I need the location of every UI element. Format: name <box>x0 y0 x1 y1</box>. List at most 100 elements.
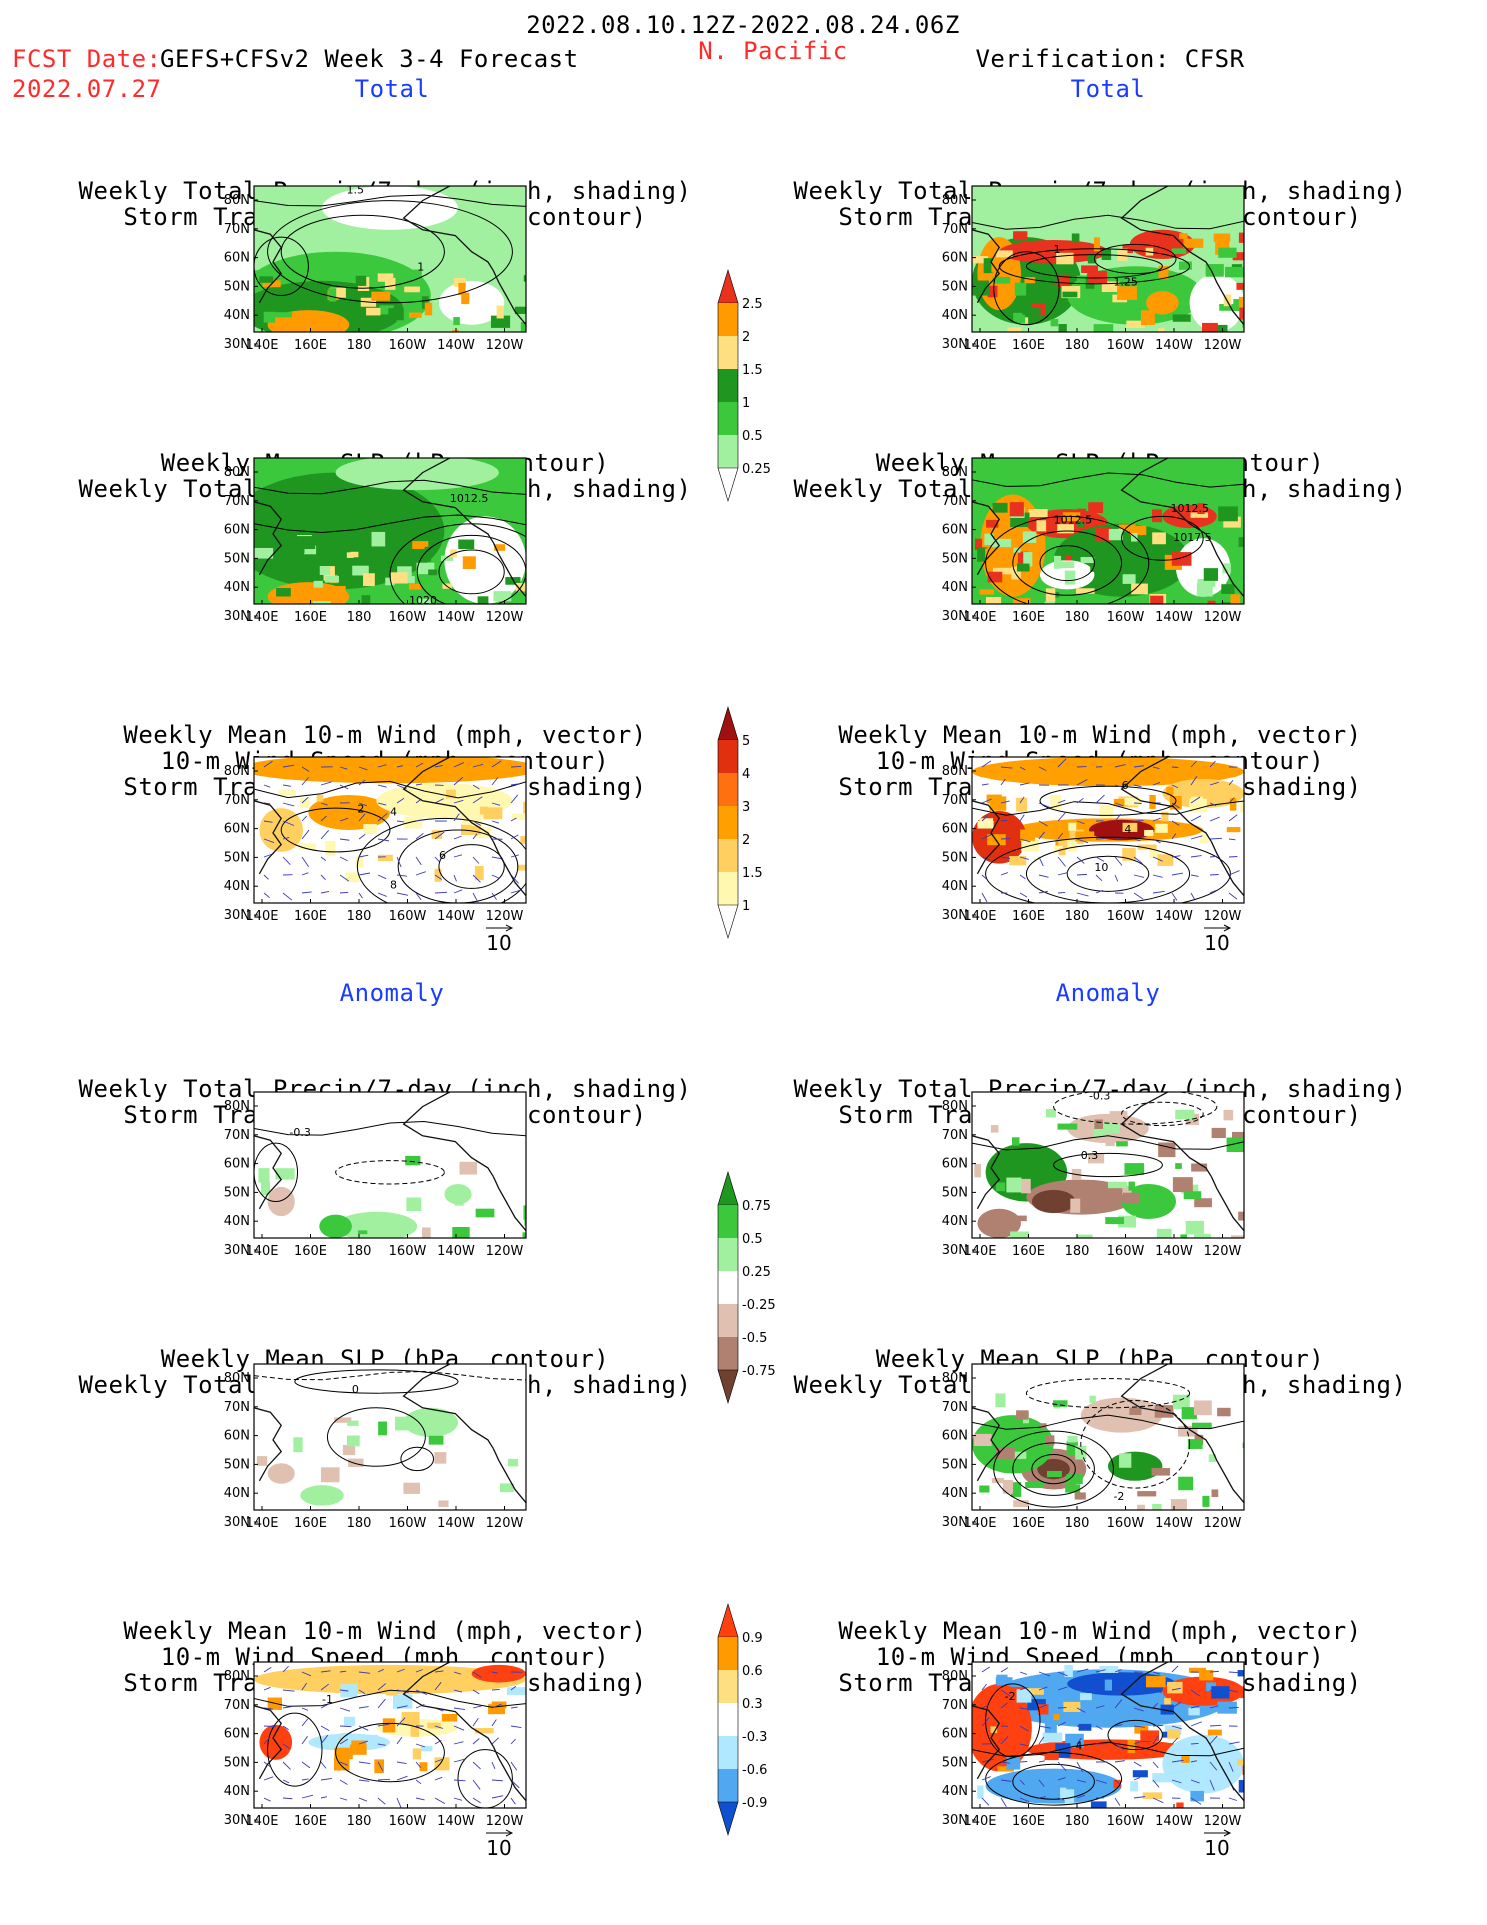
shading-cell <box>379 305 394 315</box>
shading-cell <box>348 1458 364 1468</box>
map-frame <box>971 1661 1245 1809</box>
lat-tick-label: 70N <box>224 1698 250 1713</box>
shading-cell <box>1040 1423 1047 1429</box>
colorbar-label: 0.25 <box>742 1265 771 1280</box>
shading-blob <box>376 783 513 819</box>
shading-cell <box>1124 797 1142 806</box>
wind-vector <box>282 1797 293 1800</box>
shading-cell <box>987 571 1003 583</box>
shading-cell <box>1211 1686 1230 1699</box>
shading-cell <box>1152 1503 1162 1510</box>
wind-vector <box>1190 1689 1200 1697</box>
lon-tick-label: 180 <box>1065 1516 1090 1531</box>
lon-tick-label: 140E <box>245 909 278 924</box>
wind-vector <box>320 1761 327 1769</box>
wind-vector <box>415 819 423 822</box>
shading-cell <box>1240 800 1244 813</box>
wind-vector <box>415 892 422 901</box>
shading-cell <box>334 1747 353 1760</box>
shading-cell <box>1207 600 1216 604</box>
wind-vector <box>377 892 387 897</box>
shading-cell <box>1044 1750 1059 1761</box>
coastline <box>492 1176 526 1232</box>
lat-tick-label: 80N <box>224 1099 250 1114</box>
lat-tick-label: 40N <box>224 1784 250 1799</box>
shading-cell <box>1037 275 1057 285</box>
wind-vector <box>434 1776 443 1781</box>
contour-label: 1020 <box>409 594 437 607</box>
shading-cell <box>1212 324 1228 332</box>
shading-blob <box>335 1211 418 1238</box>
shading-cell <box>1053 1400 1068 1407</box>
lon-tick-label: 160E <box>1012 338 1045 353</box>
wind-vector <box>339 891 349 894</box>
shading-cell <box>460 824 481 835</box>
lat-tick-label: 60N <box>224 251 250 266</box>
wind-vector <box>377 764 387 768</box>
shading-cell <box>1157 854 1174 866</box>
coastline <box>972 229 1001 304</box>
wind-vector <box>396 1668 405 1673</box>
lat-tick-label: 30N <box>224 1243 250 1258</box>
coastline <box>254 1705 283 1780</box>
wind-vector <box>472 1738 480 1745</box>
shading-cell <box>1238 1211 1244 1221</box>
shading-cell <box>458 282 466 296</box>
wind-vector <box>1152 856 1163 862</box>
shading-cell <box>1192 1685 1207 1701</box>
wind-vector <box>396 797 405 804</box>
wind-vector <box>472 1718 479 1727</box>
wind-vector <box>510 1738 516 1745</box>
wind-vector <box>510 854 519 858</box>
wind-vector <box>415 1669 423 1673</box>
lat-tick-label: 80N <box>942 465 968 480</box>
shading-cell <box>1064 1789 1075 1804</box>
wind-vector <box>1171 766 1179 768</box>
shading-cell <box>428 1435 444 1445</box>
wind-vector <box>1190 1797 1202 1805</box>
shading-cell <box>1070 1198 1081 1213</box>
wind-vector <box>263 1737 271 1745</box>
shading-cell <box>371 531 386 547</box>
shading-cell <box>1176 1802 1184 1808</box>
wind-vector <box>339 1707 351 1712</box>
lon-tick-label: 160E <box>294 909 327 924</box>
contour-label: -0.3 <box>289 1126 310 1139</box>
shading-cell <box>355 275 367 286</box>
shading-cell <box>388 308 404 321</box>
shading-blob <box>444 516 526 604</box>
wind-vector <box>1019 814 1025 822</box>
lat-tick-label: 60N <box>942 1727 968 1742</box>
wind-vector <box>1038 1686 1048 1691</box>
wind-vector <box>377 784 387 788</box>
lat-tick-label: 40N <box>224 580 250 595</box>
wind-vector <box>1019 874 1026 880</box>
shading-cell <box>403 312 422 318</box>
coastline <box>492 841 526 897</box>
shading-cell <box>996 1447 1015 1459</box>
lat-tick-label: 60N <box>942 822 968 837</box>
wind-vector <box>1038 890 1049 894</box>
shading-cell <box>522 1232 526 1238</box>
wind-vector <box>1114 1760 1125 1763</box>
shading-cell <box>1183 238 1204 248</box>
wind-vector <box>1076 1761 1084 1773</box>
wind-vector <box>1019 1725 1029 1732</box>
contour-label: 10 <box>1094 861 1108 874</box>
lat-tick-label: 70N <box>224 1128 250 1143</box>
wind-vector <box>1133 838 1141 842</box>
lon-tick-label: 160W <box>1107 1516 1145 1531</box>
lon-tick-label: 160E <box>1012 909 1045 924</box>
lat-tick-label: 60N <box>224 523 250 538</box>
wind-vector <box>396 1736 403 1745</box>
wind-vector <box>453 776 464 786</box>
shading-cell <box>995 1677 1013 1685</box>
shading-cell <box>1036 520 1047 532</box>
shading-cell <box>990 1125 999 1133</box>
wind-vector <box>377 1698 386 1709</box>
shading-cell <box>410 269 422 284</box>
